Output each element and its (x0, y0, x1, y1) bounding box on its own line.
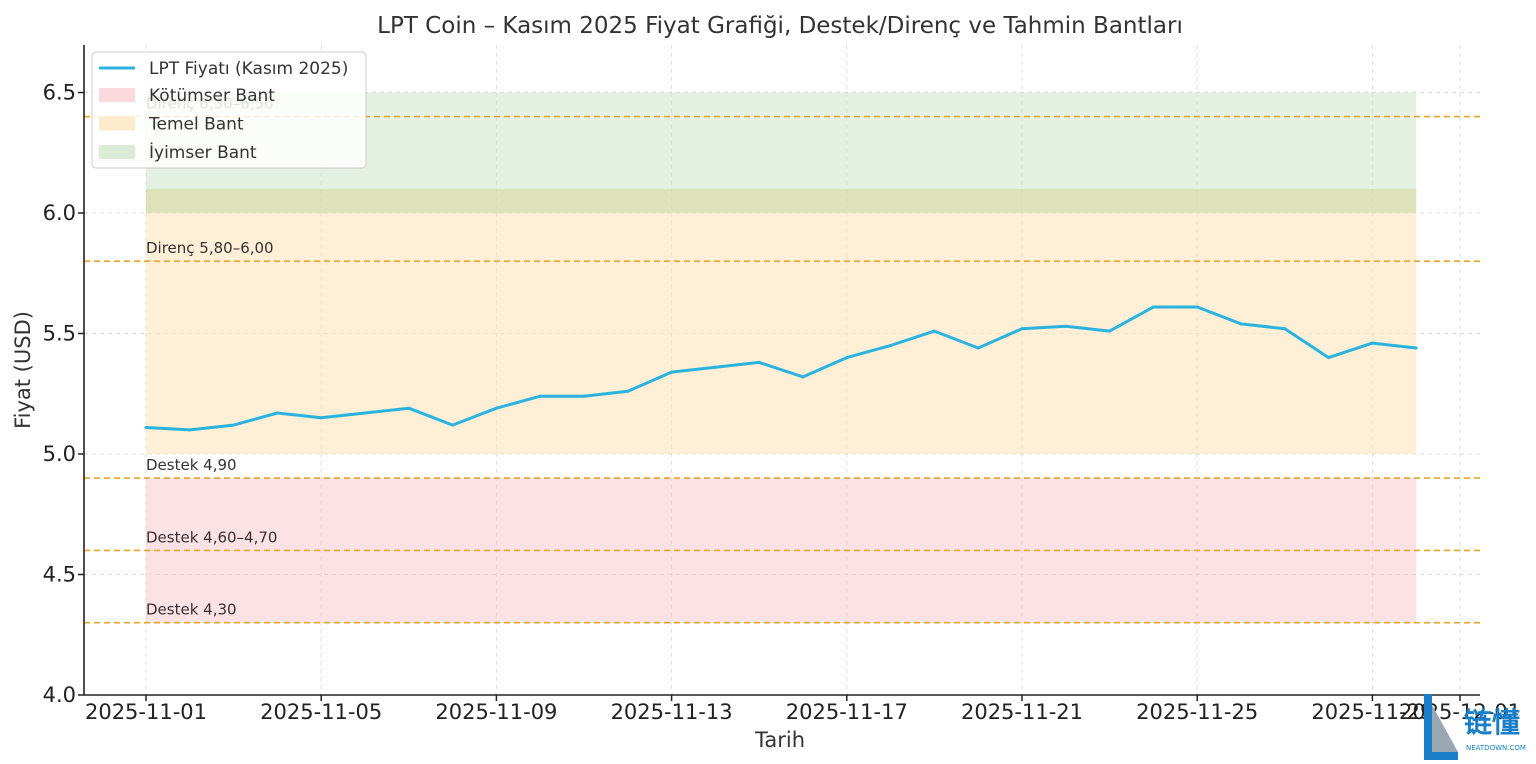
price-point (1239, 322, 1243, 326)
x-tick-label: 2025-11-25 (1136, 700, 1258, 724)
price-point (845, 356, 849, 360)
price-point (582, 394, 586, 398)
y-tick-label: 4.0 (43, 683, 76, 707)
price-point (538, 394, 542, 398)
price-point (1195, 305, 1199, 309)
reference-label: Destek 4,90 (146, 456, 237, 474)
y-tick-label: 4.5 (43, 563, 76, 587)
price-point (713, 365, 717, 369)
price-point (494, 406, 498, 410)
price-point (363, 411, 367, 415)
price-point (407, 406, 411, 410)
watermark-logo: 链懂 NEATDOWN.COM (1424, 694, 1526, 760)
price-point (1108, 329, 1112, 333)
forecast-band (146, 213, 1417, 454)
price-line (145, 305, 1417, 432)
price-point (1020, 327, 1024, 331)
x-tick-label: 2025-11-13 (611, 700, 733, 724)
axes: 4.0 4.5 5.0 5.5 6.0 6.5 2025-11-01 2025-11-05 20… (43, 45, 1521, 724)
legend-label: LPT Fiyatı (Kasım 2025) (149, 59, 348, 79)
watermark-subtext: NEATDOWN.COM (1466, 744, 1526, 752)
legend-label: Temel Bant (148, 115, 244, 135)
price-point (626, 389, 630, 393)
price-point (188, 428, 192, 432)
y-tick-label: 5.0 (43, 442, 76, 466)
x-tick-label: 2025-11-29 (1311, 700, 1433, 724)
legend: LPT Fiyatı (Kasım 2025) Kötümser Bant Teme… (91, 51, 367, 169)
x-tick-label: 2025-11-01 (85, 700, 207, 724)
price-point (275, 411, 279, 415)
price-point (1151, 305, 1155, 309)
y-axis-label: Fiyat (USD) (11, 311, 35, 429)
x-tick-label: 2025-11-05 (260, 700, 382, 724)
price-point (232, 423, 236, 427)
x-tick-label: 2025-11-17 (786, 700, 908, 724)
legend-band-swatch (99, 145, 135, 159)
legend-label: Kötümser Bant (149, 86, 275, 106)
forecast-band (146, 188, 1417, 213)
price-point (319, 416, 323, 420)
price-point (976, 346, 980, 350)
reference-label: Direnç 5,80–6,00 (146, 239, 274, 257)
price-point (144, 425, 148, 429)
y-tick-label: 6.0 (43, 201, 76, 225)
x-axis-label: Tarih (754, 728, 805, 752)
forecast-bands (146, 92, 1417, 623)
price-point (801, 375, 805, 379)
price-point (451, 423, 455, 427)
price-point (889, 344, 893, 348)
price-point (1327, 356, 1331, 360)
y-tick-label: 5.5 (43, 322, 76, 346)
price-series (144, 305, 1418, 432)
price-point (1283, 327, 1287, 331)
legend-box (91, 51, 367, 169)
legend-label: İyimser Bant (149, 142, 257, 163)
price-point (670, 370, 674, 374)
reference-label: Destek 4,30 (146, 601, 237, 619)
reference-label: Destek 4,60–4,70 (146, 528, 277, 546)
y-tick-label: 6.5 (43, 81, 76, 105)
x-tick-label: 2025-11-09 (435, 700, 557, 724)
x-tick-label: 2025-11-21 (961, 700, 1083, 724)
chart-title: LPT Coin – Kasım 2025 Fiyat Grafiği, Des… (377, 13, 1183, 39)
price-point (1064, 324, 1068, 328)
x-tick-label: 2025-12-01 (1399, 700, 1521, 724)
price-point (932, 329, 936, 333)
price-point (1414, 346, 1418, 350)
price-point (1370, 341, 1374, 345)
legend-band-swatch (99, 116, 135, 131)
watermark-text: 链懂 (1464, 706, 1520, 739)
legend-band-swatch (99, 88, 135, 102)
price-point (757, 360, 761, 364)
